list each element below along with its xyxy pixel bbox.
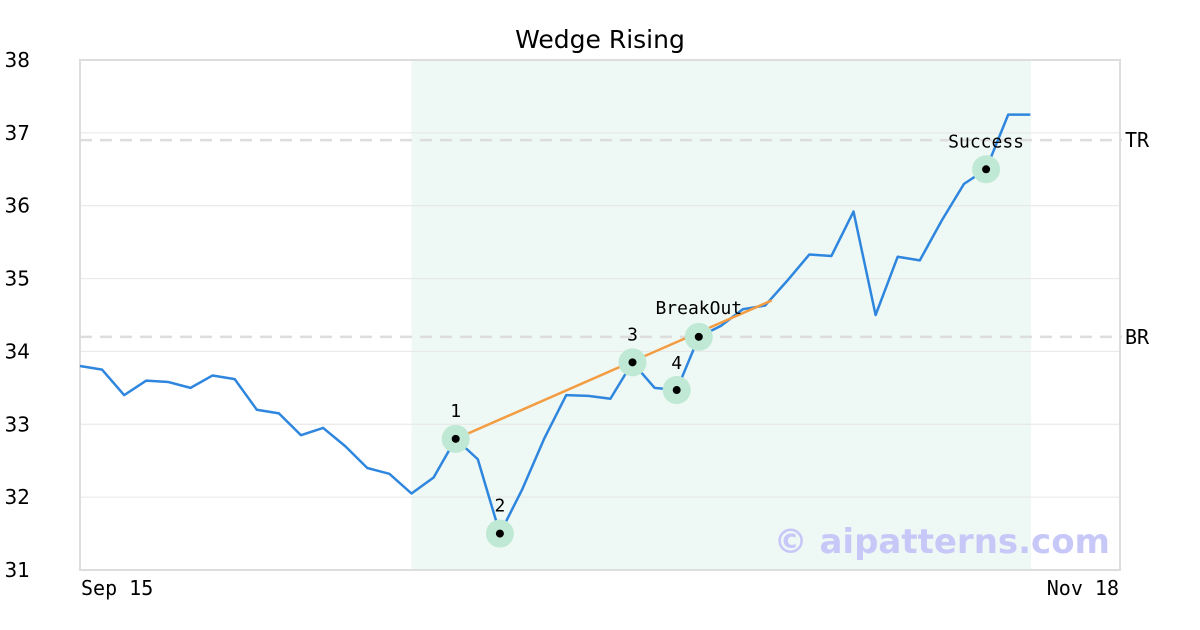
level-label-br: BR [1125, 325, 1150, 349]
point-marker-3 [628, 358, 637, 367]
y-tick-label: 36 [5, 194, 30, 218]
plot-frame [79, 59, 1121, 571]
point-marker-breakout [694, 332, 703, 341]
point-marker-4 [672, 386, 681, 395]
price-line [79, 113, 1031, 535]
point-label-3: 3 [627, 324, 638, 345]
point-marker-2 [495, 529, 504, 538]
x-tick-label: Nov 18 [1047, 576, 1119, 600]
y-tick-label: 38 [5, 48, 30, 72]
point-label-2: 2 [494, 496, 505, 517]
x-axis-ticks: Sep 15 Nov 18 [81, 576, 1119, 600]
level-label-tr: TR [1125, 128, 1150, 152]
point-label-success: Success [948, 131, 1024, 152]
point-marker-1 [451, 434, 460, 443]
y-axis-ticks: 31 32 33 34 35 36 37 38 [5, 48, 30, 582]
point-label-4: 4 [671, 353, 682, 374]
pattern-points: 1 2 3 4 BreakOut Success [441, 131, 1024, 548]
y-tick-label: 34 [5, 339, 30, 363]
y-tick-label: 32 [5, 485, 30, 509]
wedge-trend-line [455, 299, 773, 441]
point-label-1: 1 [450, 401, 461, 422]
y-tick-label: 33 [5, 412, 30, 436]
y-tick-label: 31 [5, 558, 30, 582]
grid-lines [80, 132, 1120, 498]
pattern-highlight-region [411, 60, 1032, 570]
point-marker-success [982, 165, 991, 174]
watermark: © aipatterns.com [774, 522, 1110, 562]
x-tick-label: Sep 15 [81, 576, 153, 600]
chart-title: Wedge Rising [515, 25, 685, 54]
y-tick-label: 37 [5, 121, 30, 145]
point-label-breakout: BreakOut [655, 298, 742, 319]
y-tick-label: 35 [5, 267, 30, 291]
level-lines: TR BR [80, 128, 1150, 349]
